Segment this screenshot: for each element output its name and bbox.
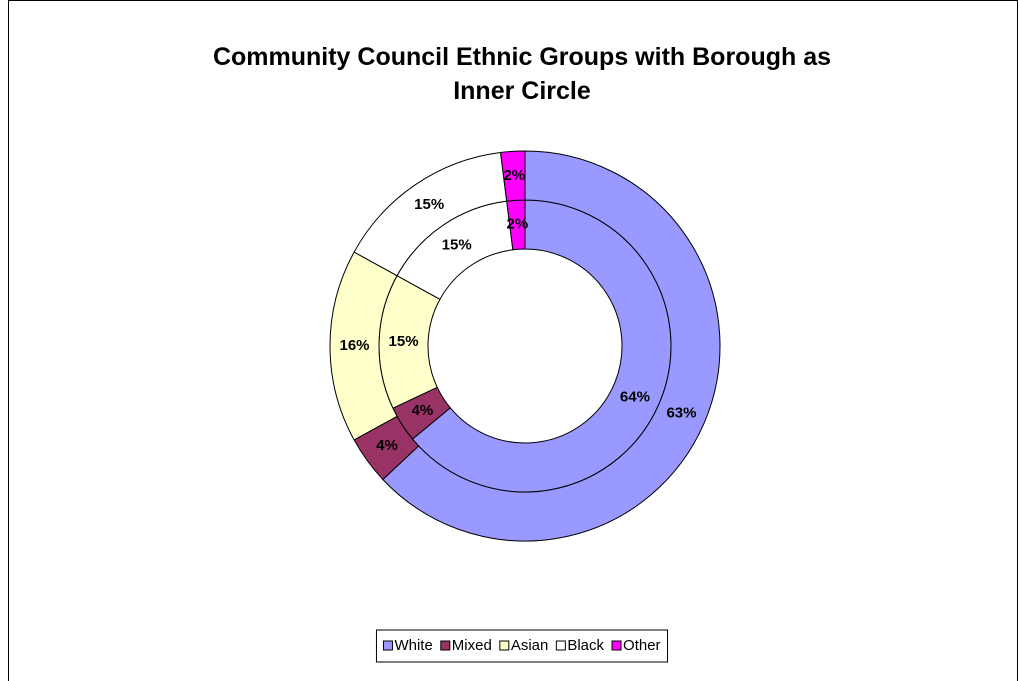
legend-swatch [440,640,451,651]
data-label: 63% [666,405,696,422]
data-label: 2% [507,216,529,233]
legend-swatch [555,640,566,651]
legend-label: White [394,637,432,654]
legend-swatch [499,640,510,651]
data-label: 15% [442,236,472,253]
data-label: 64% [620,389,650,406]
legend-swatch [611,640,622,651]
data-label: 15% [414,196,444,213]
legend-label: Other [623,637,661,654]
chart-title: Community Council Ethnic Groups with Bor… [212,43,832,105]
chart-frame [8,0,1018,681]
legend: White Mixed Asian Black Other [375,629,669,663]
doughnut-segment [500,150,526,202]
data-label: 16% [339,337,369,354]
data-label: 4% [412,402,434,419]
legend-swatch [382,640,393,651]
data-label: 4% [376,437,398,454]
legend-label: Black [567,637,604,654]
doughnut-segment [382,150,721,542]
legend-label: Asian [511,637,549,654]
data-label: 15% [389,333,419,350]
data-label: 2% [503,167,525,184]
legend-label: Mixed [452,637,492,654]
